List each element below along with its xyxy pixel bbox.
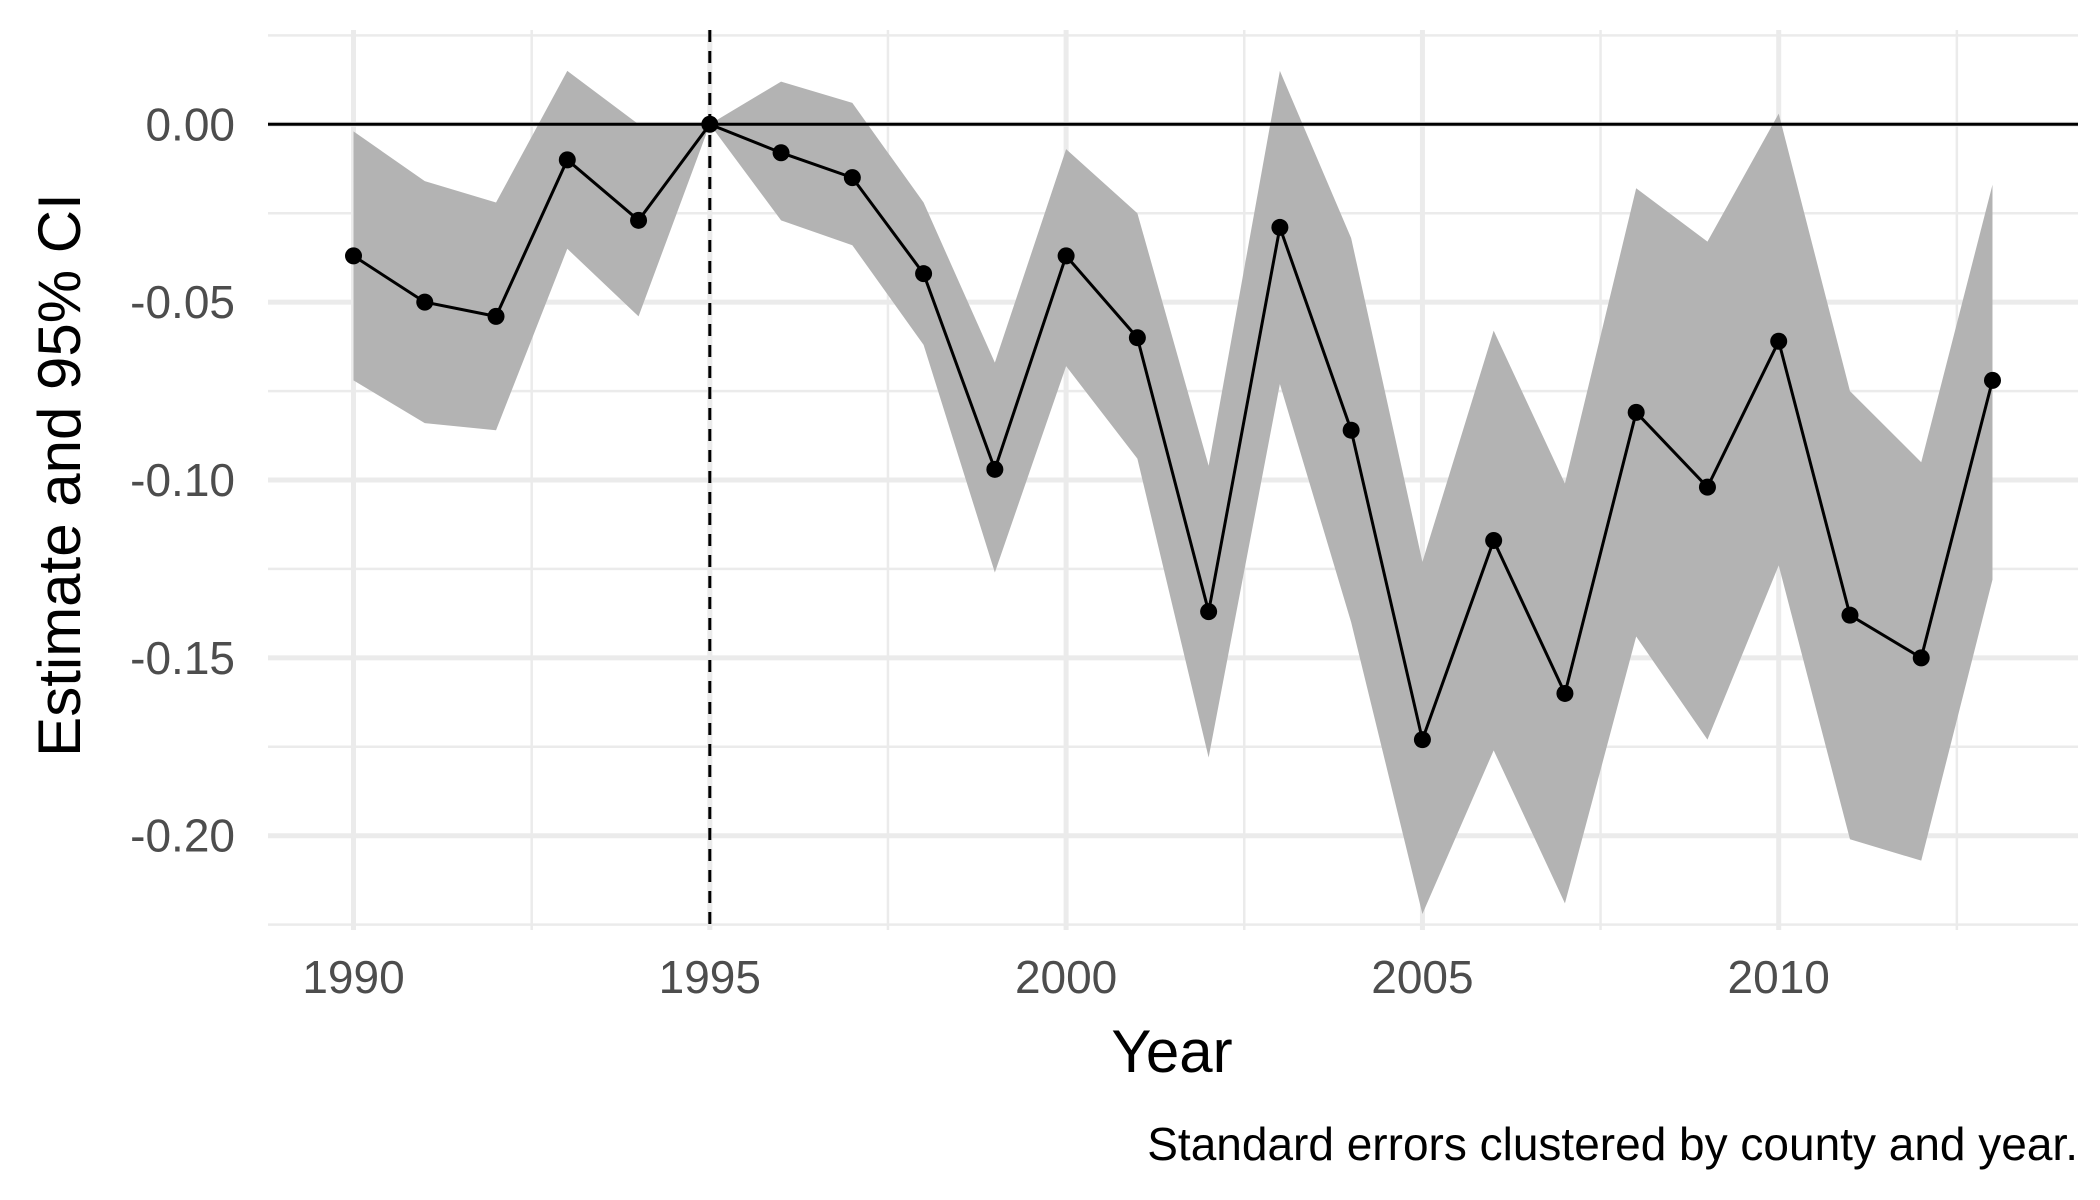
estimate-point [843,169,861,187]
estimate-point [345,247,363,265]
estimate-point [1057,247,1075,265]
estimate-series-line [352,122,1994,746]
x-tick-label: 1995 [659,951,761,1003]
estimate-point [986,460,1004,478]
chart-caption: Standard errors clustered by county and … [1147,1118,2078,1170]
reference-lines [268,30,2078,930]
y-tick-label: 0.00 [145,98,235,150]
estimate-point [416,293,434,311]
y-tick-label: -0.10 [130,454,235,506]
estimate-point [915,265,933,283]
estimate-point [1128,329,1146,347]
estimate-point [1556,684,1574,702]
x-axis-title: Year [1111,1018,1232,1085]
x-tick-label: 2005 [1371,951,1473,1003]
estimate-point [1627,403,1645,421]
ci-band-polygon [353,70,1993,914]
confidence-band [353,70,1993,914]
estimate-point [1912,649,1930,667]
estimate-point [1200,603,1218,621]
estimate-point [701,115,719,133]
estimate-point [1271,218,1289,236]
x-tick-label: 2010 [1728,951,1830,1003]
estimate-point [1698,478,1716,496]
estimate-point [772,144,790,162]
estimate-point [1841,606,1859,624]
y-axis-title: Estimate and 95% CI [26,193,93,757]
estimate-point [487,307,505,325]
x-tick-label: 1990 [302,951,404,1003]
tick-labels: 1990 1995 2000 2005 2010 0.00 -0.05 -0.10 -0.15 -… [130,98,1830,1003]
x-tick-label: 2000 [1015,951,1117,1003]
estimate-points [345,115,2001,749]
y-tick-label: -0.05 [130,276,235,328]
estimate-point [1342,421,1360,439]
estimate-point [1770,332,1788,350]
estimate-point [558,151,576,169]
estimate-line [352,122,1994,746]
estimate-point [1983,371,2001,389]
estimate-point [1485,531,1503,549]
estimate-point [1413,731,1431,749]
y-tick-label: -0.20 [130,810,235,862]
y-tick-label: -0.15 [130,632,235,684]
estimate-point [630,211,648,229]
